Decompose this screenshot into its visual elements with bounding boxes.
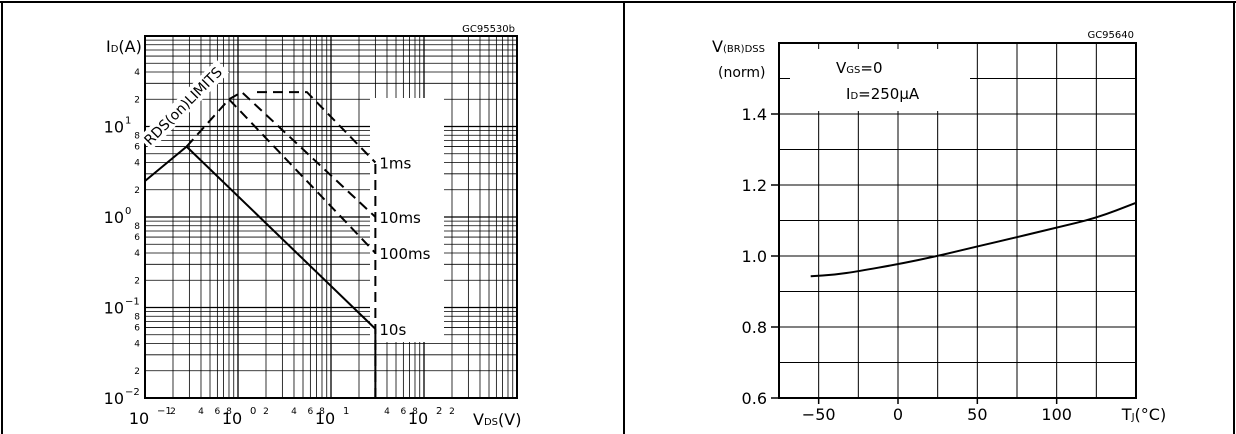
soa-y-minor-label: 8 (134, 312, 140, 322)
bv-x-tick-label: 100 (1041, 405, 1072, 424)
soa-y-minor-label: 2 (134, 186, 140, 196)
soa-y-minor-label: 4 (134, 159, 140, 169)
soa-y-minor-label: 4 (134, 249, 140, 259)
soa-clear-area (370, 98, 444, 342)
soa-x-minor-label: 8 (412, 407, 418, 417)
bv-annotation-vgs: VGS=0 (836, 59, 883, 77)
soa-y-minor-label: 8 (134, 131, 140, 141)
soa-y-minor-label: 4 (134, 68, 140, 78)
soa-x-minor-label: 6 (401, 407, 407, 417)
soa-y-tick-exp: −2 (125, 387, 140, 398)
bv-y-tick-label: 1.2 (742, 176, 767, 195)
soa-y-tick-label: 10 (104, 389, 124, 408)
soa-x-tick-exp: 0 (250, 406, 256, 417)
soa-series-1ms (257, 91, 377, 164)
bv-chart: 0.6 0.8 1.0 1.2 1.4 −50 0 50 100 GC95640 V(BR)DS… (712, 30, 1166, 424)
soa-y-minor-label: 6 (134, 143, 140, 153)
soa-y-tick-label: 10 (104, 208, 124, 227)
soa-x-tick-label: 10 (408, 409, 428, 428)
soa-x-tick-exp: −1 (157, 406, 172, 417)
bv-annotation-id: ID=250μA (846, 85, 920, 103)
bv-ylabel-line2: (norm) (718, 65, 766, 81)
bv-y-tick-label: 1.4 (742, 105, 767, 124)
soa-series-label: 100ms (379, 245, 430, 263)
soa-x-minor-label: 2 (449, 407, 455, 417)
bv-annotation-bg (790, 49, 970, 111)
soa-x-minor-label: 4 (384, 407, 390, 417)
soa-y-tick-label: 10 (104, 299, 124, 318)
soa-series-label: 1ms (379, 155, 411, 173)
bv-x-tick-label: −50 (802, 405, 836, 424)
soa-x-minor-label: 4 (291, 407, 297, 417)
soa-y-minor-label: 4 (134, 340, 140, 350)
bv-y-tick-label: 1.0 (742, 247, 767, 266)
bv-xlabel: TJ(°C) (1121, 405, 1166, 424)
soa-x-minor-label: 2 (170, 407, 176, 417)
soa-x-tick-label: 10 (129, 409, 149, 428)
soa-series-label: 10ms (379, 209, 421, 227)
soa-x-minor-label: 6 (215, 407, 221, 417)
bv-series-line (810, 201, 1137, 278)
soa-y-minor-label: 6 (134, 233, 140, 243)
soa-series-label: 10s (379, 321, 406, 339)
soa-x-minor-label: 2 (263, 407, 269, 417)
soa-y-tick-label: 10 (104, 118, 124, 137)
soa-code: GC95530b (462, 24, 515, 35)
soa-grid (144, 36, 517, 399)
soa-plot-border (144, 35, 518, 399)
soa-x-minor-label: 4 (198, 407, 204, 417)
bv-code: GC95640 (1087, 30, 1134, 41)
soa-y-tick-exp: 0 (125, 206, 131, 217)
bv-y-tick-label: 0.8 (742, 318, 767, 337)
soa-x-minor-label: 8 (319, 407, 325, 417)
soa-x-tick-label: 10 (222, 409, 242, 428)
soa-x-tick-exp: 2 (436, 406, 442, 417)
bv-x-tick-label: 50 (967, 405, 987, 424)
soa-x-tick-label: 10 (315, 409, 335, 428)
soa-x-minor-label: 6 (308, 407, 314, 417)
soa-x-minor-label: 8 (226, 407, 232, 417)
soa-y-tick-exp: −1 (125, 297, 140, 308)
bv-y-tick-label: 0.6 (742, 389, 767, 408)
soa-y-minor-label: 2 (134, 367, 140, 377)
soa-x-tick-exp: 1 (343, 406, 349, 417)
soa-y-minor-label: 8 (134, 222, 140, 232)
bv-x-tick-label: 0 (893, 405, 903, 424)
soa-curves (144, 90, 377, 398)
soa-y-minor-label: 6 (134, 324, 140, 334)
soa-y-minor-label: 2 (134, 276, 140, 286)
soa-series-100ms (185, 97, 377, 254)
soa-y-minor-label: 2 (134, 95, 140, 105)
soa-y-tick-exp: 1 (125, 116, 131, 127)
soa-ylabel: ID(A) (106, 37, 142, 56)
soa-xlabel: VDS(V) (473, 410, 521, 429)
bv-ylabel-line1: V(BR)DSS (712, 37, 765, 56)
soa-series-10ms (228, 90, 377, 218)
bv-plot-border (778, 42, 1137, 399)
bv-labels: 0.6 0.8 1.0 1.2 1.4 −50 0 50 100 (742, 105, 1072, 424)
